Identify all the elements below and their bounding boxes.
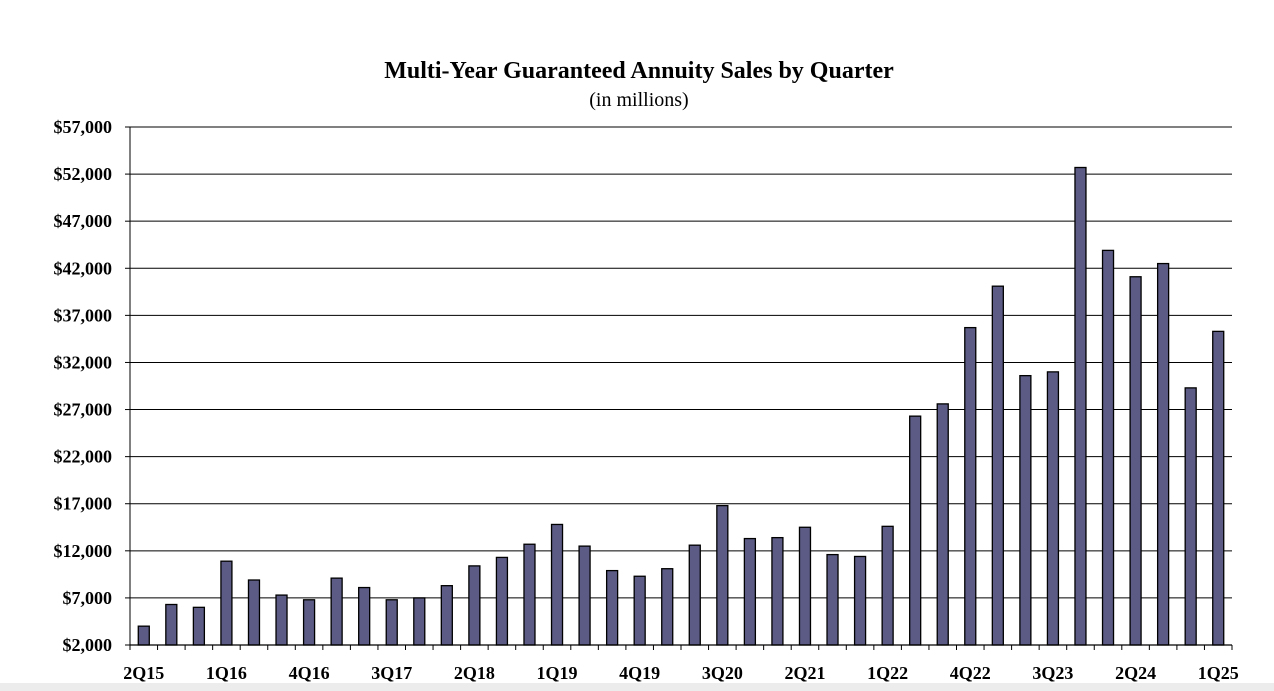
y-tick-label: $7,000 <box>63 588 113 608</box>
bar-4Q15 <box>192 606 206 646</box>
bar-2Q24 <box>1129 276 1142 646</box>
x-tick-label: 1Q22 <box>867 663 908 683</box>
x-tick-label: 4Q22 <box>950 663 991 683</box>
bar-3Q20 <box>716 504 729 646</box>
axes <box>129 127 1233 650</box>
bar-1Q16 <box>220 560 233 646</box>
bar-1Q25 <box>1212 330 1225 646</box>
y-tick-label: $42,000 <box>54 258 113 278</box>
x-tick-label: 2Q21 <box>784 663 825 683</box>
bar-2Q23 <box>1019 374 1032 646</box>
y-tick-label: $22,000 <box>54 447 113 467</box>
x-tick-label: 2Q15 <box>123 663 164 683</box>
y-tick-label: $37,000 <box>54 305 113 325</box>
y-tick-label: $47,000 <box>54 211 113 231</box>
x-tick-labels: 2Q15 1Q16 4Q16 3Q17 2Q18 1Q19 4Q19 3Q20 2Q21 1Q22… <box>123 663 1238 683</box>
bar-4Q24 <box>1184 387 1197 646</box>
bar-2Q21 <box>798 526 812 646</box>
x-tick-label: 2Q24 <box>1115 663 1156 683</box>
bar-4Q21 <box>853 555 867 646</box>
bar-1Q22 <box>881 525 894 646</box>
chart-title: Multi-Year Guaranteed Annuity Sales by Q… <box>384 58 894 84</box>
bar-3Q19 <box>605 569 619 646</box>
y-tick-label: $57,000 <box>54 117 113 137</box>
bar-4Q17 <box>413 597 426 646</box>
y-tick-labels: $2,000 $7,000 $12,000 $17,000 $22,000 $27,000… <box>54 117 113 655</box>
x-tick-label: 3Q20 <box>702 663 743 683</box>
bar-2Q19 <box>578 545 591 646</box>
bar-1Q24 <box>1101 249 1115 646</box>
x-tick-label: 1Q25 <box>1198 663 1239 683</box>
bar-1Q18 <box>440 585 453 646</box>
gridlines <box>125 126 1232 646</box>
x-tick-label: 4Q16 <box>289 663 330 683</box>
bar-4Q20 <box>743 537 757 646</box>
y-tick-label: $52,000 <box>54 164 113 184</box>
bar-3Q21 <box>826 553 839 646</box>
x-tick-label: 4Q19 <box>619 663 660 683</box>
x-tick-label: 3Q17 <box>371 663 412 683</box>
bar-2Q15 <box>137 625 150 646</box>
x-tick-label: 1Q16 <box>206 663 247 683</box>
bar-1Q23 <box>991 285 1004 646</box>
bar-3Q18 <box>495 556 509 646</box>
bottom-strip <box>0 683 1274 691</box>
bar-2Q18 <box>468 565 481 646</box>
bar-1Q19 <box>550 523 564 646</box>
bar-2Q20 <box>688 544 701 646</box>
bar-1Q17 <box>330 577 343 646</box>
bar-1Q20 <box>661 568 674 646</box>
bars <box>137 166 1225 646</box>
bar-3Q15 <box>165 603 178 646</box>
bar-2Q16 <box>247 579 261 646</box>
chart-subtitle: (in millions) <box>589 89 689 111</box>
y-tick-label: $12,000 <box>54 541 113 561</box>
bar-4Q18 <box>523 543 536 646</box>
bar-1Q21 <box>771 536 784 646</box>
bar-4Q23 <box>1074 166 1087 646</box>
bar-4Q19 <box>633 575 646 646</box>
bar-4Q22 <box>964 326 977 646</box>
bar-2Q22 <box>909 415 922 646</box>
bar-3Q17 <box>385 599 398 646</box>
x-tick-label: 3Q23 <box>1032 663 1073 683</box>
y-tick-label: $27,000 <box>54 400 113 420</box>
bar-3Q16 <box>275 594 288 646</box>
bar-3Q22 <box>936 403 949 646</box>
y-tick-label: $17,000 <box>54 494 113 514</box>
bar-2Q17 <box>358 586 371 646</box>
bar-3Q24 <box>1156 262 1170 646</box>
x-tick-label: 2Q18 <box>454 663 495 683</box>
y-tick-label: $32,000 <box>54 352 113 372</box>
x-tick-label: 1Q19 <box>537 663 578 683</box>
bar-4Q16 <box>302 599 316 646</box>
bar-3Q23 <box>1046 371 1060 646</box>
y-tick-label: $2,000 <box>63 635 113 655</box>
